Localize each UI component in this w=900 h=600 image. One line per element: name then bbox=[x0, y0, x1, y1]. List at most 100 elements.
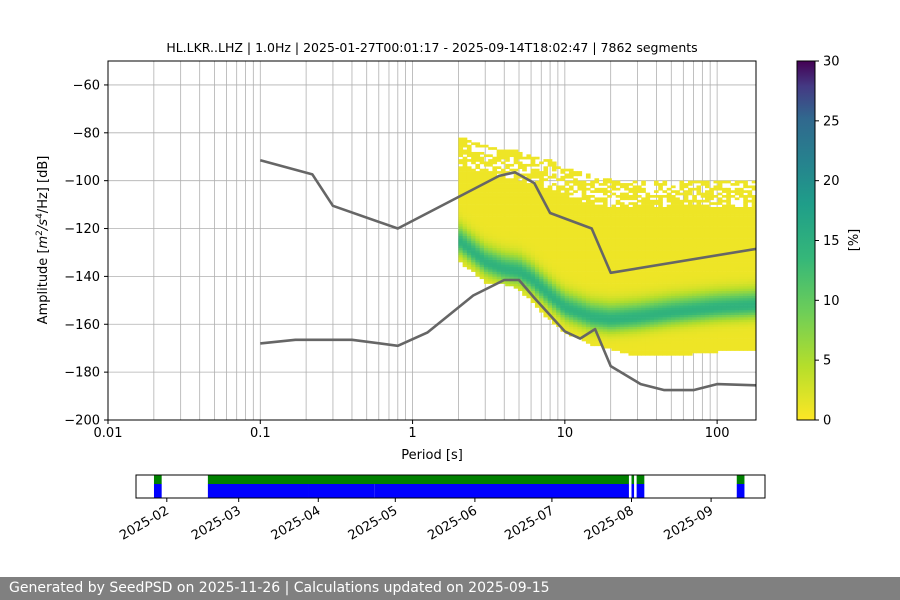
density-cell bbox=[581, 228, 587, 232]
density-cell bbox=[709, 214, 714, 217]
density-cell bbox=[560, 297, 566, 301]
density-cell bbox=[458, 183, 464, 186]
density-cell bbox=[713, 317, 719, 320]
density-cell bbox=[594, 319, 600, 323]
density-cell bbox=[636, 235, 642, 239]
density-cell bbox=[709, 324, 714, 327]
density-cell bbox=[658, 274, 663, 277]
density-cell bbox=[747, 293, 753, 296]
density-cell bbox=[526, 233, 532, 237]
density-cell bbox=[496, 214, 502, 217]
density-cell bbox=[488, 235, 493, 239]
density-cell bbox=[743, 218, 748, 222]
density-cell bbox=[590, 285, 595, 289]
density-cell bbox=[658, 350, 663, 354]
density-cell bbox=[513, 159, 519, 162]
density-cell bbox=[743, 290, 748, 294]
density-cell bbox=[649, 307, 655, 311]
density-cell bbox=[517, 202, 523, 205]
density-cell bbox=[662, 333, 668, 337]
density-cell bbox=[649, 262, 655, 265]
density-cell bbox=[564, 228, 570, 232]
density-cell bbox=[641, 326, 646, 330]
density-cell bbox=[551, 254, 557, 258]
density-cell bbox=[696, 180, 702, 184]
density-cell bbox=[471, 192, 476, 196]
density-cell bbox=[700, 259, 706, 263]
availability-bar-top bbox=[153, 475, 162, 484]
density-cell bbox=[581, 302, 587, 306]
density-cell bbox=[704, 197, 710, 201]
density-cell bbox=[662, 183, 668, 186]
density-cell bbox=[641, 336, 646, 339]
density-cell bbox=[505, 252, 510, 256]
density-cell bbox=[594, 276, 600, 280]
density-cell bbox=[466, 211, 472, 215]
density-cell bbox=[581, 235, 587, 239]
density-cell bbox=[551, 305, 557, 308]
density-cell bbox=[458, 190, 464, 193]
density-cell bbox=[704, 338, 710, 342]
density-cell bbox=[726, 195, 731, 198]
density-cell bbox=[721, 317, 727, 320]
density-cell bbox=[458, 202, 464, 205]
y-tick-label: −200 bbox=[64, 414, 100, 429]
density-cell bbox=[662, 321, 668, 325]
density-cell bbox=[636, 338, 642, 342]
density-cell bbox=[590, 247, 595, 251]
density-cell bbox=[662, 319, 668, 323]
density-cell bbox=[594, 336, 600, 339]
density-cell bbox=[619, 314, 625, 318]
density-cell bbox=[500, 151, 506, 155]
density-cell bbox=[692, 305, 697, 308]
density-cell bbox=[611, 223, 617, 227]
density-cell bbox=[679, 223, 685, 227]
density-cell bbox=[636, 230, 642, 234]
density-cell bbox=[734, 341, 740, 344]
density-cell bbox=[539, 278, 544, 282]
density-cell bbox=[675, 254, 680, 258]
density-cell bbox=[709, 326, 714, 330]
density-cell bbox=[594, 247, 600, 251]
density-cell bbox=[649, 214, 655, 217]
density-cell bbox=[585, 230, 591, 234]
density-cell bbox=[653, 195, 659, 198]
density-cell bbox=[505, 266, 510, 270]
density-cell bbox=[547, 293, 553, 296]
density-cell bbox=[658, 281, 663, 284]
colorbar-tick-label: 10 bbox=[823, 294, 840, 309]
density-cell bbox=[581, 319, 587, 323]
density-cell bbox=[539, 257, 544, 260]
density-cell bbox=[738, 252, 744, 256]
density-cell bbox=[475, 211, 481, 215]
density-cell bbox=[500, 254, 506, 258]
density-cell bbox=[488, 192, 493, 196]
density-cell bbox=[645, 281, 651, 284]
density-cell bbox=[577, 264, 583, 268]
density-cell bbox=[675, 252, 680, 256]
density-cell bbox=[743, 233, 748, 237]
density-cell bbox=[492, 281, 498, 284]
density-cell bbox=[747, 269, 753, 272]
density-cell bbox=[483, 269, 489, 272]
density-cell bbox=[585, 307, 591, 311]
density-cell bbox=[721, 305, 727, 308]
density-cell bbox=[547, 216, 553, 220]
density-cell bbox=[743, 228, 748, 232]
density-cell bbox=[641, 300, 646, 304]
density-cell bbox=[679, 235, 685, 239]
density-cell bbox=[543, 252, 549, 256]
density-cell bbox=[670, 209, 676, 213]
density-cell bbox=[513, 175, 519, 179]
density-cell bbox=[743, 331, 748, 335]
density-cell bbox=[751, 262, 756, 265]
density-cell bbox=[564, 264, 570, 268]
density-cell bbox=[726, 281, 731, 284]
density-cell bbox=[683, 238, 689, 241]
density-cell bbox=[721, 338, 727, 342]
density-cell bbox=[547, 235, 553, 239]
density-cell bbox=[649, 290, 655, 294]
density-cell bbox=[602, 345, 608, 349]
density-cell bbox=[568, 266, 574, 270]
density-cell bbox=[543, 297, 549, 301]
